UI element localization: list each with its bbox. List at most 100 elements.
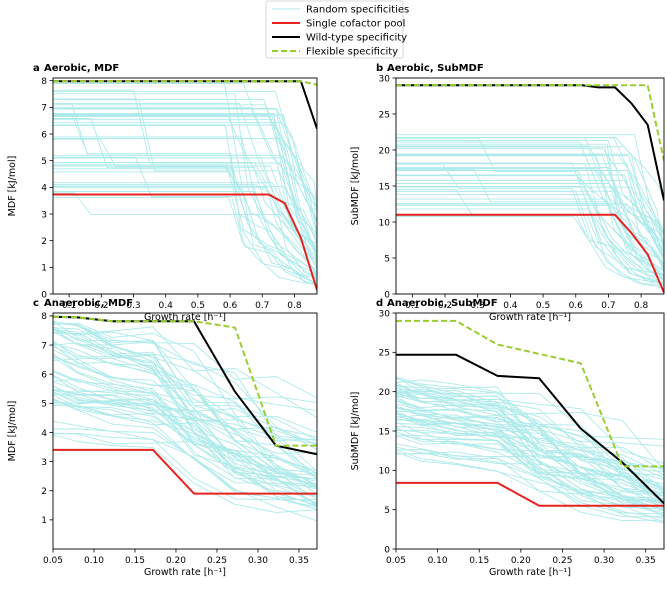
legend-label: Random specificities [306, 5, 409, 16]
random-specificity-line [53, 118, 317, 252]
random-specificity-line [53, 191, 317, 286]
random-specificity-line [396, 452, 664, 518]
random-specificity-line [53, 346, 317, 446]
random-specificity-line [396, 449, 664, 522]
random-specificity-line [396, 443, 664, 494]
x-tick-label: 0.2 [94, 301, 108, 311]
random-specificity-line [53, 157, 317, 263]
x-tick-label: 0.15 [125, 556, 145, 566]
random-series-group [396, 376, 664, 524]
random-specificity-line [396, 203, 664, 257]
x-tick-label: 0.2 [438, 301, 452, 311]
y-tick-label: 30 [379, 74, 391, 84]
series-line-flexible-specificity [396, 319, 664, 468]
random-specificity-line [396, 426, 664, 523]
random-specificity-line [53, 357, 317, 441]
panel-d: 0.05 0.10 0.15 0.20 0.25 0.30 0.35 0 5 10 15 20 25 30… [350, 298, 665, 578]
random-specificity-line [396, 400, 664, 511]
random-specificity-line [53, 398, 317, 506]
x-tick-label: 0.5 [536, 301, 550, 311]
random-specificity-line [53, 162, 317, 282]
y-tick-label: 0 [41, 290, 47, 300]
y-tick-label: 5 [384, 506, 390, 516]
series-line-flexible-specificity [53, 315, 317, 447]
random-specificity-line [53, 394, 317, 504]
random-specificity-line [396, 186, 664, 268]
random-specificity-line [53, 428, 317, 501]
random-specificity-line [396, 203, 664, 287]
random-specificity-line [396, 421, 664, 495]
random-specificity-line [53, 349, 317, 477]
x-tick-label: 0.35 [289, 556, 309, 566]
panel-c: 0.05 0.10 0.15 0.20 0.25 0.30 0.35 1 2 3 4 5 6 7 8 Grow… [7, 298, 318, 578]
y-tick-label: 25 [379, 110, 390, 120]
random-specificity-line [396, 428, 664, 493]
random-series-group [396, 134, 664, 294]
random-specificity-line [53, 197, 317, 292]
x-tick-label: 0.25 [207, 556, 227, 566]
axes-frame [395, 77, 665, 295]
random-specificity-line [53, 90, 317, 210]
random-specificity-line [53, 378, 317, 511]
random-specificity-line [53, 164, 317, 286]
y-tick-label: 20 [379, 146, 391, 156]
random-specificity-line [53, 328, 317, 498]
x-tick-label: 0.30 [594, 556, 614, 566]
y-tick-label: 7 [41, 341, 47, 351]
random-specificity-line [396, 143, 664, 293]
series-line-single-cofactor-pool [396, 481, 664, 507]
random-specificity-line [53, 326, 317, 399]
random-specificity-line [53, 385, 317, 506]
panel-a: 0.1 0.2 0.3 0.4 0.5 0.6 0.7 0.8 0 1 2 3 4 5 6 7 8 Growth … [7, 63, 318, 323]
random-specificity-line [53, 186, 317, 273]
x-tick-label: 0.3 [126, 301, 140, 311]
y-tick-label: 5 [384, 254, 390, 264]
random-specificity-line [53, 322, 317, 495]
random-specificity-line [53, 400, 317, 489]
y-tick-label: 30 [379, 309, 391, 319]
random-series-group [53, 82, 317, 294]
random-specificity-line [396, 198, 664, 272]
random-specificity-line [396, 208, 664, 292]
random-specificity-line [53, 122, 317, 278]
y-tick-label: 10 [379, 218, 391, 228]
random-specificity-line [53, 390, 317, 483]
panel-title: Aerobic, SubMDF [387, 63, 484, 74]
x-tick-label: 0.15 [469, 556, 489, 566]
random-specificity-line [396, 434, 664, 514]
y-tick-label: 20 [379, 388, 391, 398]
random-specificity-line [53, 113, 317, 292]
random-specificity-line [53, 82, 317, 275]
y-tick-label: 4 [41, 184, 47, 194]
series-line-single-cofactor-pool [396, 213, 664, 293]
random-specificity-line [53, 326, 317, 412]
panel-title: Anaerobic, SubMDF [387, 298, 498, 309]
x-tick-label: 0.7 [601, 301, 615, 311]
x-tick-label: 0.25 [552, 556, 572, 566]
y-tick-label: 0 [384, 290, 390, 300]
y-tick-label: 25 [379, 349, 390, 359]
legend-frame [265, 0, 404, 59]
random-specificity-line [396, 392, 664, 468]
y-tick-label: 2 [41, 487, 47, 497]
random-specificity-line [396, 379, 664, 503]
x-tick-label: 0.3 [471, 301, 485, 311]
y-tick-label: 1 [41, 516, 47, 526]
random-specificity-line [396, 179, 664, 265]
series-line-wild-type-specificity [396, 84, 664, 201]
y-tick-label: 6 [41, 130, 47, 140]
random-specificity-line [53, 93, 317, 277]
random-specificity-line [53, 328, 317, 497]
random-specificity-line [396, 137, 664, 284]
random-specificity-line [53, 103, 317, 269]
random-specificity-line [396, 434, 664, 502]
random-specificity-line [396, 145, 664, 265]
y-tick-label: 6 [41, 370, 47, 380]
random-specificity-line [396, 137, 664, 291]
random-specificity-line [396, 413, 664, 475]
random-specificity-line [53, 332, 317, 474]
panel-title: Aerobic, MDF [44, 63, 119, 74]
random-specificity-line [396, 405, 664, 499]
y-tick-label: 8 [41, 77, 47, 87]
y-tick-label: 0 [384, 545, 390, 555]
